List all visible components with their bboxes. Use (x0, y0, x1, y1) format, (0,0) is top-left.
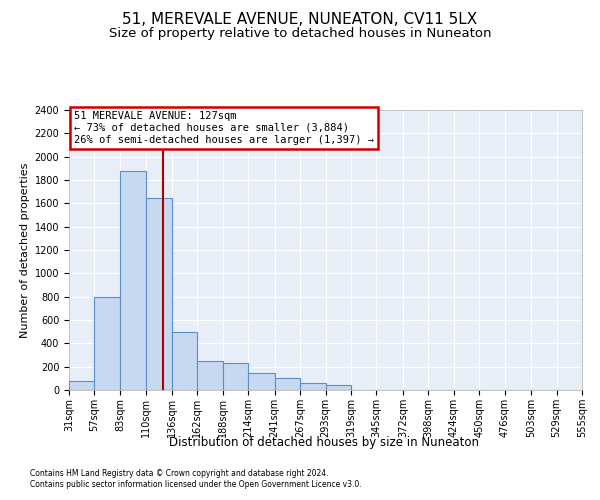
Text: 51, MEREVALE AVENUE, NUNEATON, CV11 5LX: 51, MEREVALE AVENUE, NUNEATON, CV11 5LX (122, 12, 478, 28)
Text: Contains HM Land Registry data © Crown copyright and database right 2024.: Contains HM Land Registry data © Crown c… (30, 468, 329, 477)
Bar (146, 198, 172, 390)
Text: Contains public sector information licensed under the Open Government Licence v3: Contains public sector information licen… (30, 480, 362, 489)
Bar (172, 332, 197, 390)
Bar (94, 296, 120, 390)
Bar (248, 372, 275, 390)
Bar (120, 170, 146, 390)
Bar (223, 363, 248, 390)
Y-axis label: Number of detached properties: Number of detached properties (20, 162, 31, 338)
Bar (197, 361, 223, 390)
Bar (300, 383, 325, 390)
Bar (69, 381, 94, 390)
Text: 51 MEREVALE AVENUE: 127sqm
← 73% of detached houses are smaller (3,884)
26% of s: 51 MEREVALE AVENUE: 127sqm ← 73% of deta… (74, 112, 374, 144)
Text: Size of property relative to detached houses in Nuneaton: Size of property relative to detached ho… (109, 28, 491, 40)
Bar (275, 378, 300, 390)
Bar (325, 386, 351, 390)
Text: Distribution of detached houses by size in Nuneaton: Distribution of detached houses by size … (169, 436, 479, 449)
